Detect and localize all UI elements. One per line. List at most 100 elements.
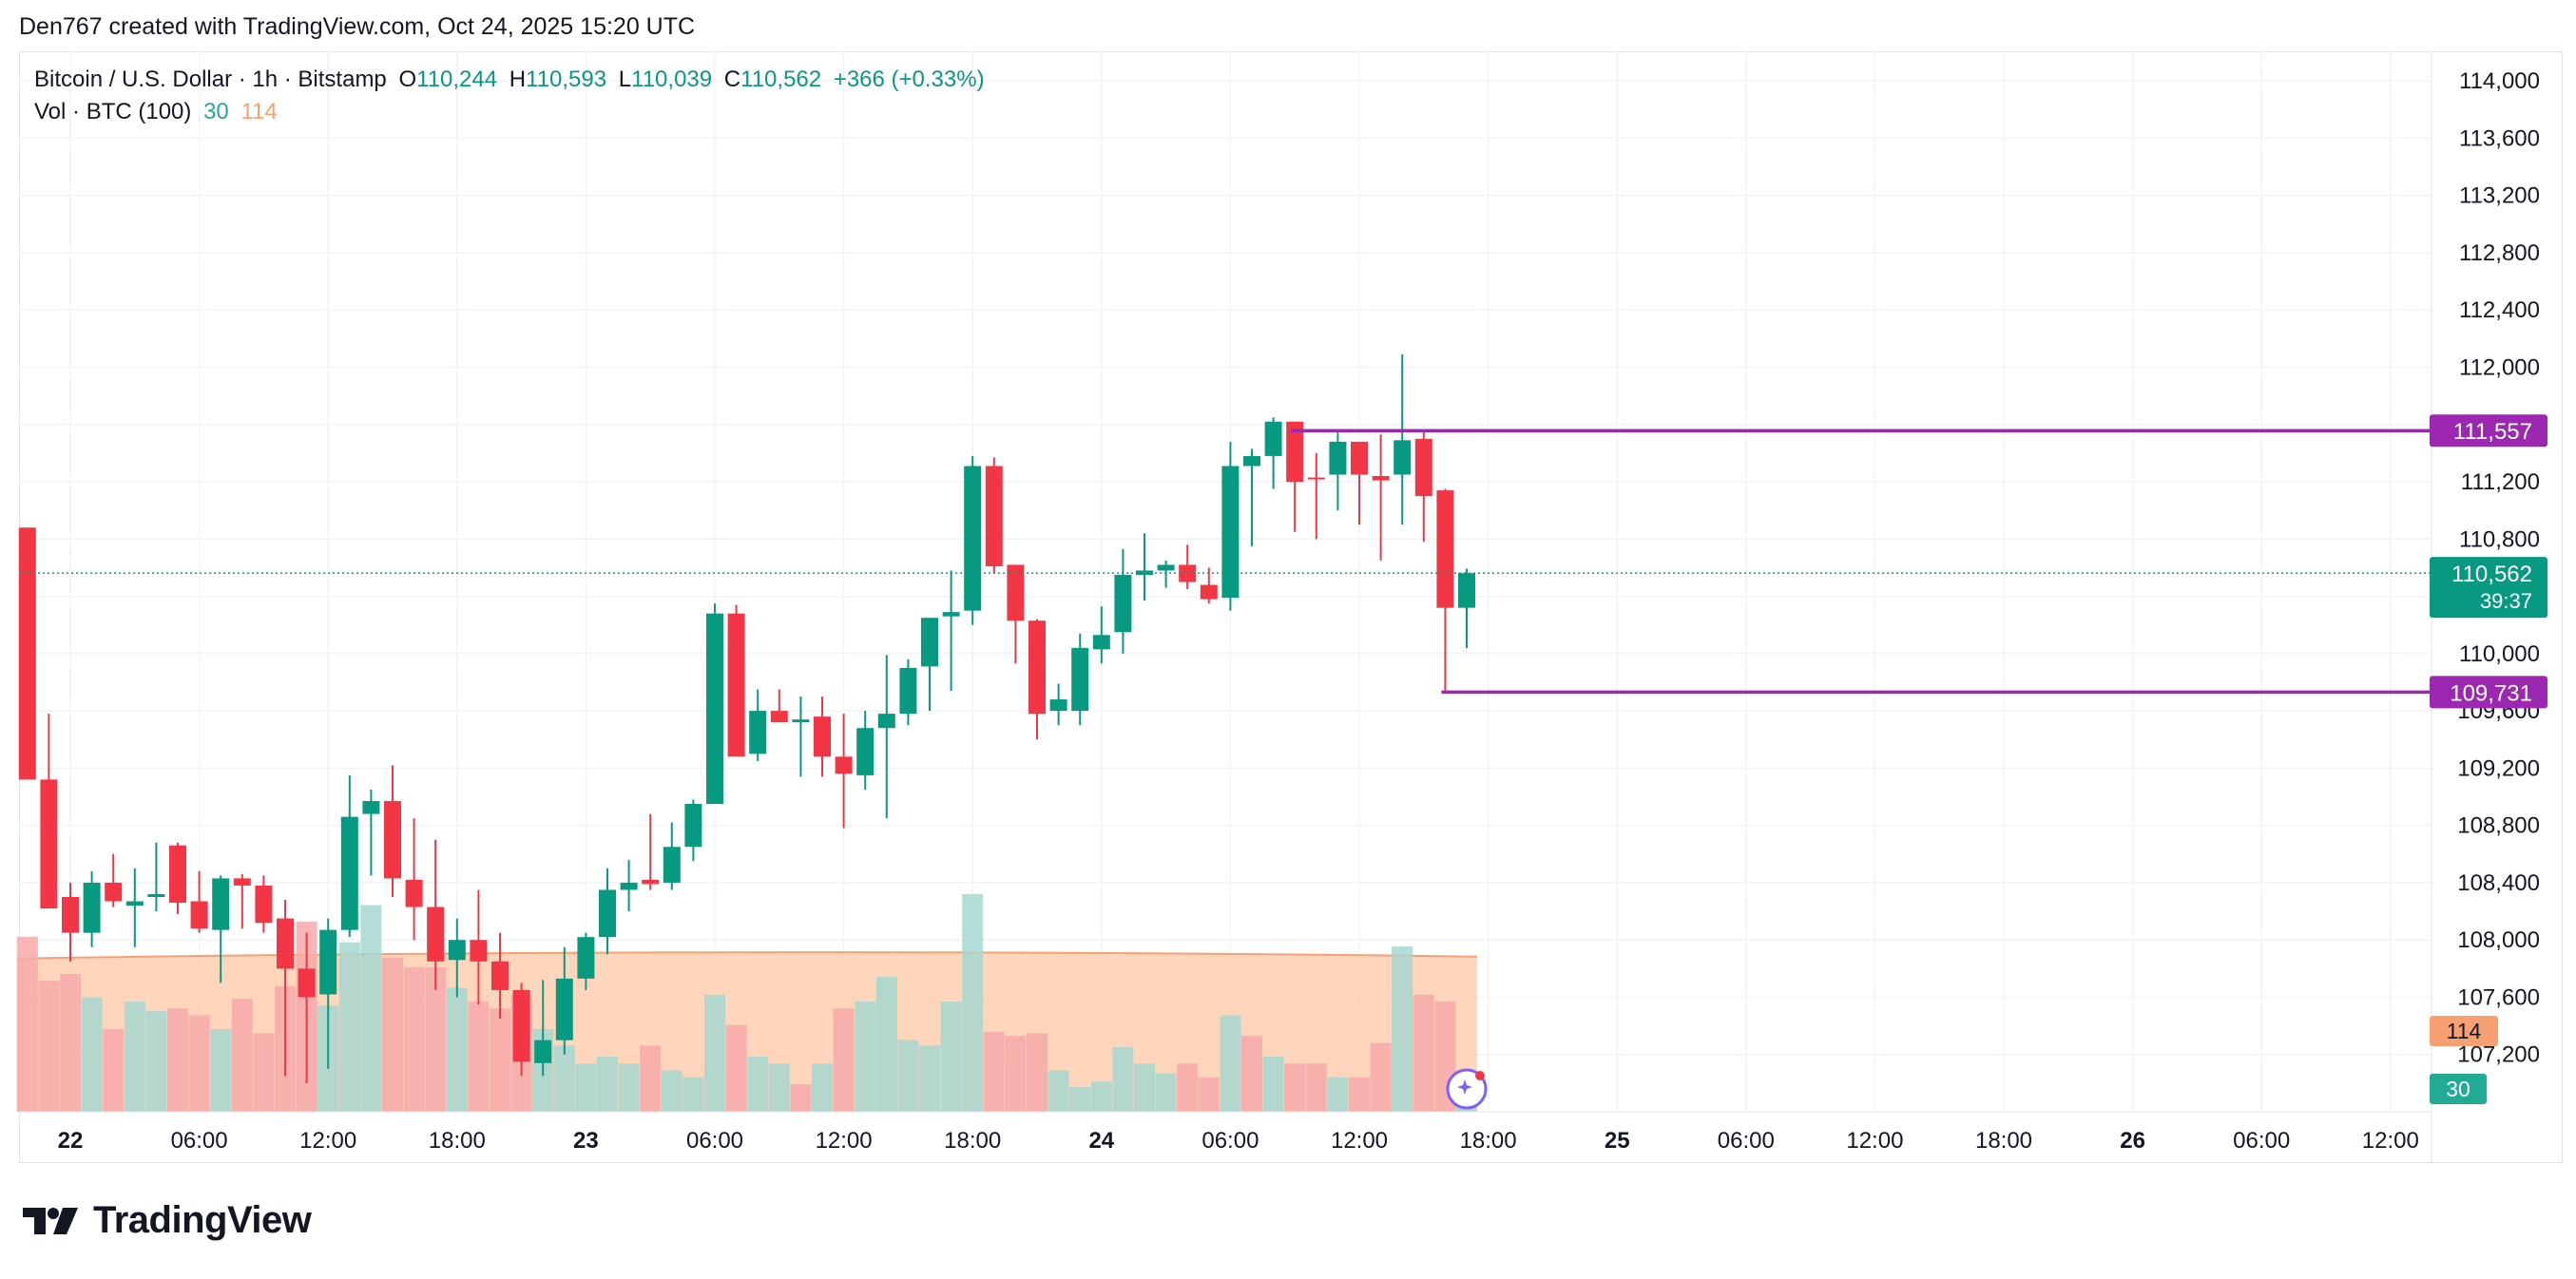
volume-bar bbox=[425, 966, 447, 1112]
candle-body bbox=[942, 612, 960, 617]
candle-body bbox=[1243, 455, 1260, 467]
candle bbox=[599, 868, 616, 955]
volume-bar bbox=[382, 957, 403, 1112]
candle-body bbox=[1200, 584, 1218, 600]
low-value: 110,039 bbox=[631, 67, 713, 92]
candle bbox=[212, 875, 230, 983]
candle bbox=[1264, 417, 1282, 489]
price-axis-tick-label: 107,600 bbox=[2457, 984, 2540, 1010]
candle-body bbox=[1221, 466, 1240, 599]
candle-body bbox=[599, 889, 616, 938]
candle-body bbox=[1028, 620, 1046, 715]
low-label: L bbox=[618, 67, 632, 92]
candle-body bbox=[877, 714, 895, 729]
volume-value: 30 bbox=[203, 99, 229, 124]
candle bbox=[1436, 488, 1454, 693]
sparkle-icon-star bbox=[1457, 1079, 1472, 1095]
open-value: 110,244 bbox=[416, 67, 498, 92]
candle bbox=[1028, 619, 1046, 740]
volume-ma-axis-label: 114 bbox=[2447, 1019, 2482, 1043]
candle-body bbox=[427, 907, 445, 962]
candle-body bbox=[1136, 570, 1153, 575]
volume-bar bbox=[682, 1077, 704, 1112]
volume-bar bbox=[1327, 1077, 1349, 1112]
candle-body bbox=[964, 466, 982, 611]
candle-body bbox=[384, 801, 401, 879]
candle bbox=[1114, 548, 1132, 654]
candle-body bbox=[105, 882, 123, 902]
volume-bar bbox=[1241, 1036, 1262, 1112]
volume-ma-value: 114 bbox=[240, 99, 278, 124]
time-axis-tick-label: 26 bbox=[2120, 1128, 2145, 1154]
level-price-label-bg bbox=[2430, 676, 2547, 709]
volume-indicator-name[interactable]: Vol · BTC (100) bbox=[34, 99, 192, 124]
volume-bar bbox=[1134, 1063, 1155, 1112]
volume-bar bbox=[983, 1031, 1005, 1112]
volume-bar bbox=[60, 974, 81, 1112]
volume-bar bbox=[1090, 1081, 1112, 1112]
level-price-label-bg bbox=[2430, 414, 2547, 448]
candle bbox=[169, 842, 186, 915]
price-axis-tick-label: 110,000 bbox=[2459, 641, 2540, 667]
time-axis-tick-label: 12:00 bbox=[1846, 1128, 1903, 1154]
candle-body bbox=[577, 937, 595, 979]
candle bbox=[1372, 434, 1390, 561]
candle-body bbox=[233, 878, 251, 886]
candle-body bbox=[1436, 490, 1454, 608]
candle-body bbox=[835, 756, 853, 774]
candle-body bbox=[125, 901, 144, 907]
volume-bar bbox=[253, 1033, 275, 1112]
volume-ma-axis-label-bg bbox=[2430, 1016, 2498, 1046]
candle bbox=[835, 714, 853, 829]
price-axis-tick-label: 112,800 bbox=[2459, 240, 2540, 266]
candle bbox=[877, 655, 895, 819]
candle bbox=[642, 813, 660, 890]
candle bbox=[298, 932, 316, 1083]
candle-body bbox=[749, 711, 767, 754]
candle bbox=[663, 822, 681, 890]
candle-body bbox=[856, 728, 875, 775]
candle-body bbox=[1458, 573, 1475, 608]
candle-body bbox=[899, 667, 917, 715]
candles bbox=[18, 353, 1475, 1083]
candle bbox=[340, 774, 358, 938]
candle bbox=[470, 889, 488, 1004]
price-axis-tick-label: 108,800 bbox=[2457, 813, 2540, 839]
candle bbox=[362, 789, 380, 876]
candle bbox=[190, 870, 208, 933]
candle bbox=[899, 659, 917, 726]
candle-body bbox=[1414, 438, 1432, 497]
volume-bar bbox=[747, 1057, 769, 1112]
candle-body bbox=[1071, 647, 1089, 712]
volume-bar bbox=[16, 936, 38, 1112]
tradingview-logo[interactable]: TradingView bbox=[21, 1199, 312, 1242]
candle-body bbox=[1049, 699, 1067, 712]
volume-bar bbox=[1220, 1015, 1241, 1112]
candle bbox=[727, 604, 745, 757]
candle bbox=[1136, 533, 1153, 601]
candle bbox=[1007, 564, 1025, 664]
sparkle-icon[interactable] bbox=[1446, 1068, 1488, 1110]
candle bbox=[1071, 633, 1089, 726]
volume-bar bbox=[360, 905, 382, 1112]
symbol-name[interactable]: Bitcoin / U.S. Dollar · 1h · Bitstamp bbox=[34, 67, 387, 92]
volume-bar bbox=[403, 966, 425, 1112]
candle bbox=[512, 983, 530, 1077]
candle bbox=[105, 853, 123, 907]
candle-body bbox=[470, 940, 488, 962]
candle bbox=[83, 870, 101, 947]
volume-bar bbox=[167, 1008, 188, 1112]
candle-body bbox=[512, 989, 530, 1062]
candle bbox=[147, 842, 165, 912]
candle-body bbox=[362, 801, 380, 814]
candle bbox=[985, 457, 1003, 574]
volume-bars bbox=[16, 893, 1478, 1112]
time-axis-tick-label: 12:00 bbox=[299, 1128, 356, 1154]
volume-bar bbox=[575, 1063, 597, 1112]
candle-body bbox=[684, 804, 702, 848]
candle-body bbox=[448, 940, 466, 961]
volume-bar bbox=[875, 976, 897, 1112]
price-axis-tick-label: 108,000 bbox=[2457, 927, 2540, 953]
volume-bar bbox=[661, 1070, 682, 1112]
